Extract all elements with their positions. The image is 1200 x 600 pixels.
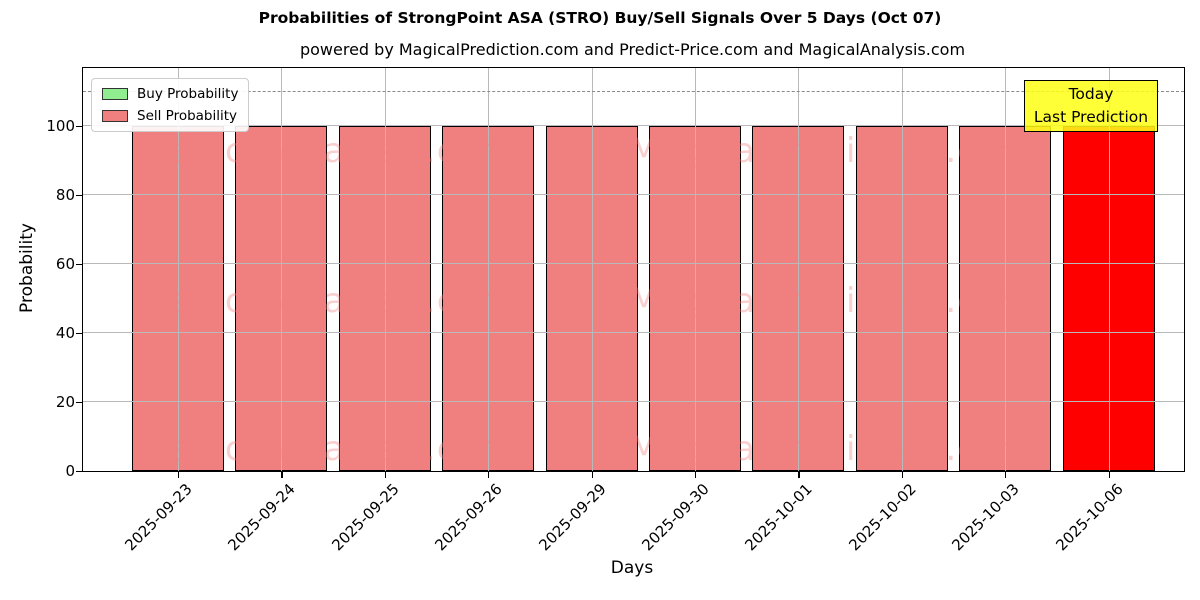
h-gridline (83, 193, 1184, 195)
y-tick-label: 0 (65, 462, 75, 480)
legend-swatch (102, 110, 128, 122)
v-gridline (1108, 68, 1110, 471)
v-gridline (1005, 68, 1007, 471)
x-tick-mark (178, 471, 180, 478)
x-tick-mark (695, 471, 697, 478)
v-gridline (384, 68, 386, 471)
x-tick-mark (384, 471, 387, 478)
x-tick-mark (1005, 471, 1007, 478)
v-gridline (281, 68, 283, 471)
chart-title: Probabilities of StrongPoint ASA (STRO) … (258, 9, 942, 27)
y-tick-mark (76, 125, 83, 128)
x-tick-mark (488, 471, 490, 478)
x-tick-label: 2025-10-06 (1051, 480, 1127, 555)
plot-area: MagicalAnalysis.com MagicalPrediction.com… (46, 67, 1185, 554)
x-tick-label: 2025-10-01 (741, 480, 817, 555)
watermark-text: MagicalAnalysis.com (139, 131, 513, 171)
v-gridline (695, 68, 696, 471)
watermark-text: MagicalPrediction.com (629, 131, 1033, 171)
x-tick-mark (1108, 471, 1110, 478)
watermark-text: MagicalAnalysis.com (139, 281, 513, 321)
x-tick-label: 2025-09-30 (638, 480, 713, 555)
x-tick-mark (281, 471, 283, 478)
legend-label: Buy Probability (137, 86, 239, 102)
x-tick-label: 2025-09-26 (431, 480, 506, 555)
y-tick-mark (76, 332, 83, 335)
x-tick-label: 2025-09-23 (121, 480, 196, 555)
x-tick-mark (901, 471, 904, 478)
y-tick-mark (76, 471, 83, 473)
today-annotation-line1: Today (1068, 85, 1114, 103)
watermark-text: MagicalPrediction.com (629, 281, 1033, 321)
y-tick-label: 80 (55, 185, 75, 204)
y-tick-label: 20 (55, 392, 75, 411)
v-gridline (178, 68, 179, 471)
watermark-text: MagicalPrediction.com (629, 429, 1033, 469)
legend: Buy Probability Sell Probability (91, 78, 250, 132)
x-tick-label: 2025-10-03 (948, 480, 1023, 555)
x-tick-label: 2025-09-24 (224, 480, 300, 555)
v-gridline (488, 68, 490, 471)
legend-item: Buy Probability (102, 86, 238, 102)
h-gridline (83, 262, 1184, 264)
watermark-text: MagicalAnalysis.com (139, 429, 513, 469)
y-tick-label: 100 (46, 116, 75, 135)
v-gridline (798, 68, 800, 471)
x-tick-mark (591, 471, 593, 478)
y-tick-label: 40 (55, 323, 75, 342)
y-tick-label: 60 (55, 254, 75, 273)
h-gridline (83, 401, 1184, 402)
threshold-dashed-line (83, 91, 1184, 93)
legend-item: Sell Probability (102, 108, 238, 124)
x-axis-label: Days (610, 558, 654, 578)
y-tick-mark (76, 263, 83, 266)
x-tick-label: 2025-10-02 (845, 480, 920, 555)
x-tick-mark (798, 471, 800, 478)
today-annotation-line2: Last Prediction (1033, 108, 1149, 126)
chart-subtitle: powered by MagicalPrediction.com and Pre… (299, 40, 966, 59)
legend-swatch (102, 88, 128, 100)
v-gridline (591, 68, 593, 471)
v-gridline (901, 68, 903, 471)
y-tick-mark (76, 401, 83, 404)
today-annotation: Today Last Prediction (1024, 80, 1158, 132)
y-tick-mark (76, 194, 83, 197)
x-tick-label: 2025-09-29 (534, 480, 610, 555)
h-gridline (83, 124, 1184, 126)
x-tick-label: 2025-09-25 (328, 480, 403, 555)
h-gridline (83, 332, 1184, 333)
legend-label: Sell Probability (137, 108, 238, 124)
